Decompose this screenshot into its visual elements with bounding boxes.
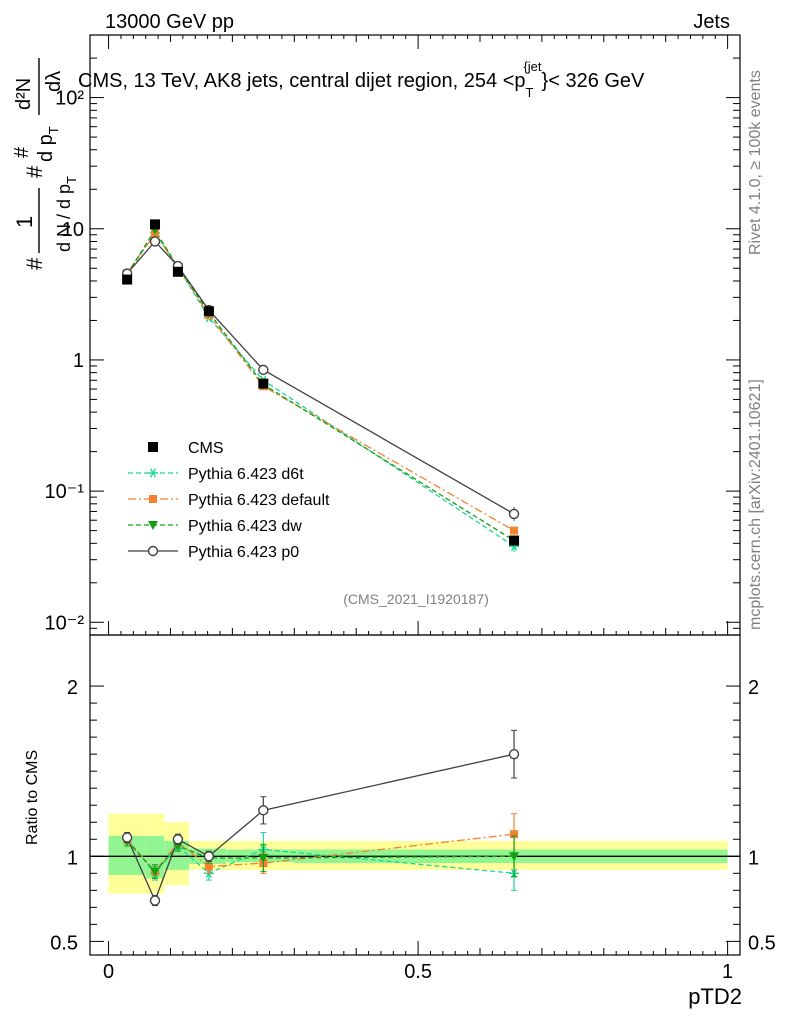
legend-marker: [149, 495, 157, 503]
ylabel-denominator: d N / d pT: [54, 176, 79, 252]
ratio-point: [204, 862, 213, 871]
ratio-point: [258, 853, 269, 863]
x-tick-label: 0.5: [404, 961, 432, 983]
ratio-point: [258, 805, 269, 816]
legend-label: Pythia 6.423 d6t: [188, 466, 304, 483]
series-line-pythia-6.423-p0: [126, 240, 515, 515]
y-tick-label: 10: [62, 219, 84, 241]
legend-marker: [147, 545, 159, 557]
ylabel-dp-sub: T: [46, 126, 61, 134]
ratio-y-tick-label-right: 0.5: [748, 932, 776, 954]
ratio-point: [509, 852, 520, 862]
title-main: CMS, 13 TeV, AK8 jets, central dijet reg…: [78, 70, 526, 92]
y-tick-label: 10⁻¹: [45, 481, 85, 503]
ylabel-dp-text: d p: [35, 134, 57, 162]
x-axis-label: pTD2: [688, 984, 742, 1009]
data-point: [258, 378, 269, 389]
ratio-point: [510, 830, 519, 839]
data-point: [150, 219, 160, 230]
ratio-y-tick-label: 0.5: [50, 932, 78, 954]
ratio-point: [150, 867, 160, 877]
data-point: [509, 535, 520, 546]
ratio-line: [126, 840, 515, 873]
x-tick-label: 1: [722, 961, 733, 983]
header-left: 13000 GeV pp: [105, 11, 234, 33]
ratio-point: [508, 748, 520, 760]
legend-marker: [148, 521, 158, 530]
ratio-y-tick-label: 2: [67, 677, 78, 699]
y-tick-label: 1: [73, 350, 84, 372]
data-point: [258, 364, 269, 376]
ylabel-dlambda: dλ: [43, 71, 65, 92]
ratio-point: [172, 834, 184, 845]
legend: CMS Pythia 6.423 d6t Pythia 6.423 default P…: [128, 440, 330, 561]
ylabel-hash-3: #: [11, 146, 33, 158]
series-line-pythia-6.423-dw: [126, 228, 515, 542]
data-point: [510, 526, 519, 535]
data-point: [122, 274, 133, 285]
y-tick-label: 10⁻²: [45, 612, 85, 634]
legend-label: Pythia 6.423 p0: [188, 544, 299, 561]
plot-title: CMS, 13 TeV, AK8 jets, central dijet reg…: [78, 59, 645, 100]
y-tick-label: 10²: [55, 88, 84, 110]
ratio-line: [126, 753, 515, 903]
legend-label: Pythia 6.423 default: [188, 492, 330, 509]
ylabel-d2n: d²N: [13, 78, 35, 110]
legend-label: CMS: [188, 440, 224, 457]
data-point: [149, 236, 161, 247]
legend-label: Pythia 6.423 dw: [188, 518, 302, 535]
analysis-tag: (CMS_2021_I1920187): [343, 591, 489, 607]
ratio-frame: [89, 634, 741, 956]
ylabel-hash-2: #: [22, 165, 47, 178]
ylabel-den-text: d N / d p: [54, 184, 74, 252]
ylabel-hash-1: #: [22, 257, 47, 270]
side-rivet-text: Rivet 4.1.0, ≥ 100k events: [747, 70, 764, 255]
ratio-y-tick-label-right: 2: [748, 677, 759, 699]
data-point: [203, 306, 214, 317]
star-stroke: [149, 468, 157, 478]
legend-marker: [148, 442, 158, 452]
title-sup: {jet: [523, 59, 541, 74]
title-sub: T: [526, 85, 534, 100]
main-panel: 10⁻² 10⁻¹ 1 10 10²: [45, 34, 741, 955]
ratio-ylabel: Ratio to CMS: [24, 750, 41, 845]
header-right: Jets: [693, 11, 730, 33]
legend-marker: [148, 468, 158, 478]
ratio-point: [149, 895, 161, 906]
ratio-point: [121, 832, 133, 843]
data-point: [172, 266, 183, 277]
ylabel-den-sub: T: [64, 176, 79, 184]
ylabel-one: 1: [12, 216, 37, 228]
ratio-y-tick-label: 1: [67, 847, 78, 869]
x-tick-label: 0: [103, 961, 114, 983]
main-ylabel: # 1 d N / d pT # # d pT d²N dλ: [11, 58, 79, 270]
ratio-panel: 0.5 0.5 1 1 2 2 0 0.5 1: [50, 634, 776, 983]
data-point: [508, 508, 520, 520]
ylabel-dp: d pT: [35, 126, 61, 162]
side-mcplots-text: mcplots.cern.ch [arXiv:2401.10621]: [747, 379, 764, 630]
title-end: }< 326 GeV: [542, 70, 646, 92]
ratio-point: [203, 851, 215, 862]
ratio-y-tick-label-right: 1: [748, 847, 759, 869]
